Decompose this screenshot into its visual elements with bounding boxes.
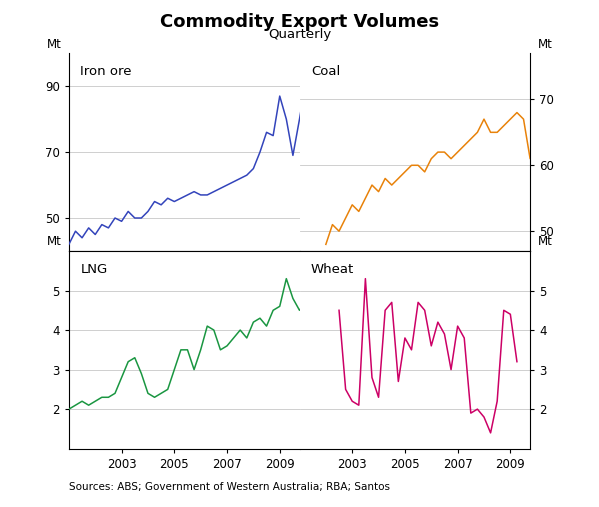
Text: Mt: Mt <box>538 38 552 51</box>
Text: Mt: Mt <box>538 235 552 248</box>
Text: Mt: Mt <box>47 235 61 248</box>
Text: Mt: Mt <box>47 38 61 51</box>
Text: LNG: LNG <box>80 263 108 276</box>
Text: Coal: Coal <box>311 65 340 78</box>
Text: Wheat: Wheat <box>311 263 354 276</box>
Text: Quarterly: Quarterly <box>268 28 331 41</box>
Text: Iron ore: Iron ore <box>80 65 132 78</box>
Text: Sources: ABS; Government of Western Australia; RBA; Santos: Sources: ABS; Government of Western Aust… <box>69 482 390 492</box>
Text: Commodity Export Volumes: Commodity Export Volumes <box>160 13 439 31</box>
